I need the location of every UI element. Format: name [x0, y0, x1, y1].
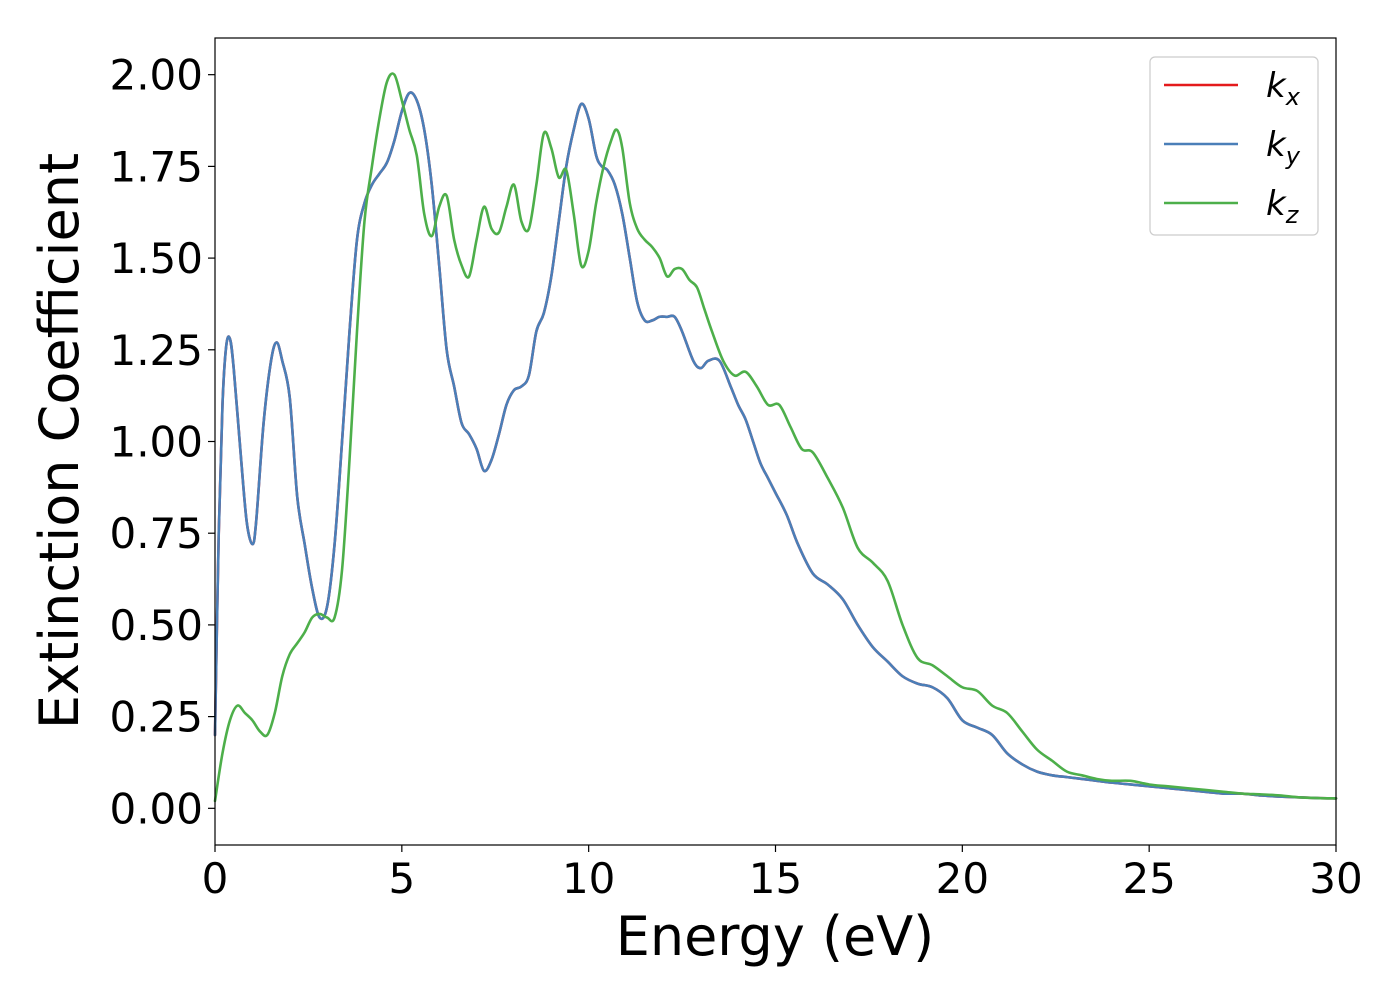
x-tick-label: 30	[1309, 854, 1362, 903]
x-axis-title: Energy (eV)	[616, 905, 935, 968]
y-tick-label: 1.00	[109, 418, 203, 467]
legend: kx ky kz	[1149, 56, 1319, 236]
x-tick-label: 0	[202, 854, 229, 903]
y-axis: 0.00 0.25 0.50 0.75 1.00 1.25 1.50 1.75 2.00	[109, 51, 215, 833]
y-tick-label: 1.75	[109, 142, 203, 191]
x-tick-label: 15	[749, 854, 802, 903]
plot-area-background	[215, 38, 1336, 845]
y-tick-label: 0.00	[109, 784, 203, 833]
y-tick-label: 0.25	[109, 693, 203, 742]
series-layer	[213, 72, 1338, 803]
y-tick-label: 0.75	[109, 509, 203, 558]
legend-label-ky: ky	[1266, 125, 1301, 170]
legend-box	[1149, 56, 1319, 236]
series-line-kz	[213, 72, 1338, 803]
x-tick-label: 5	[388, 854, 415, 903]
legend-label-kx: kx	[1266, 66, 1301, 111]
x-axis: 0 5 10 15 20 25 30	[202, 845, 1363, 903]
y-axis-title: Extinction Coefficient	[28, 153, 91, 729]
y-tick-label: 1.25	[109, 326, 203, 375]
x-tick-label: 10	[562, 854, 615, 903]
x-tick-label: 25	[1122, 854, 1175, 903]
y-tick-label: 1.50	[109, 234, 203, 283]
legend-label-kz: kz	[1266, 184, 1300, 229]
y-tick-label: 0.50	[109, 601, 203, 650]
y-tick-label: 2.00	[109, 51, 203, 100]
series-line-ky	[213, 91, 1338, 800]
x-tick-label: 20	[936, 854, 989, 903]
